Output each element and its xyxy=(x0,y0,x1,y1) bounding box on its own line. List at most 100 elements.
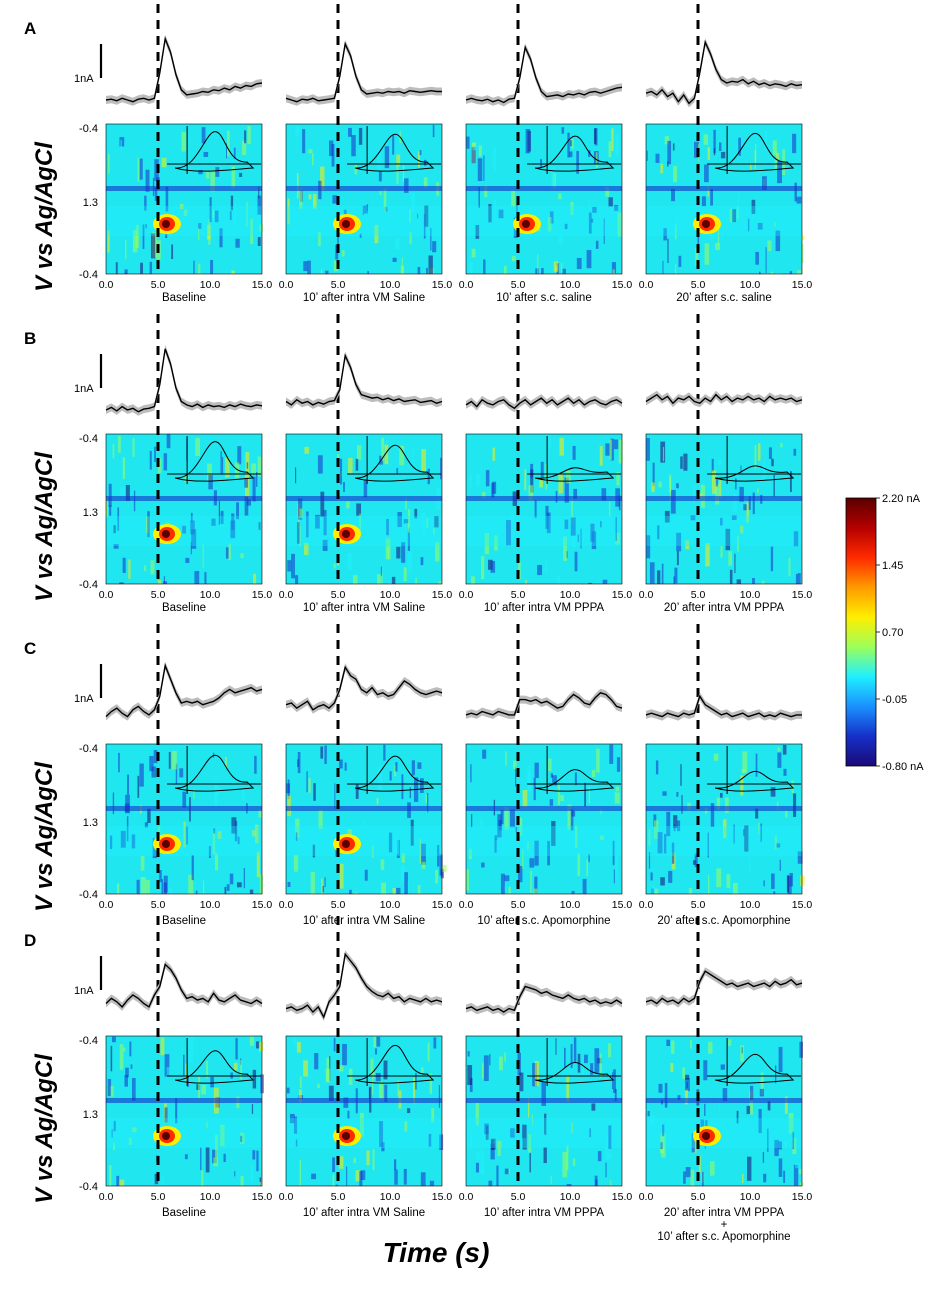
heatmap-cell xyxy=(661,563,664,584)
heatmap-cell xyxy=(160,1037,165,1056)
trace-sem-band xyxy=(106,960,262,1011)
heatmap-cell xyxy=(662,260,664,274)
voltage-tick-label: -0.4 xyxy=(79,743,98,755)
heatmap-cell xyxy=(433,528,435,535)
heatmap-cell xyxy=(312,194,317,209)
heatmap-cell xyxy=(608,501,611,517)
heatmap-cell xyxy=(674,224,677,240)
heatmap-cell xyxy=(367,271,369,274)
heatmap-cell xyxy=(108,483,112,507)
heatmap-cell xyxy=(701,196,706,207)
heatmap-cell xyxy=(767,1101,771,1111)
heatmap-cell xyxy=(229,873,234,885)
time-tick-label: 5.0 xyxy=(511,1191,526,1203)
heatmap-cell xyxy=(748,496,751,510)
heatmap-cell xyxy=(376,797,379,805)
heatmap-cell xyxy=(688,887,693,894)
heatmap-cell xyxy=(506,520,511,546)
heatmap-cell xyxy=(253,573,257,584)
heatmap-cell xyxy=(488,203,492,223)
heatmap-cell xyxy=(320,746,324,759)
heatmap-cell xyxy=(210,259,214,274)
heatmap-band xyxy=(466,1098,622,1103)
heatmap-cell xyxy=(429,1073,433,1094)
heatmap-cell xyxy=(591,1103,596,1111)
heatmap-cell xyxy=(299,1160,302,1186)
y-axis-title: V vs Ag/AgCl xyxy=(31,451,58,602)
heatmap-cell xyxy=(752,492,755,515)
heatmap-cell xyxy=(577,534,579,543)
time-tick-label: 15.0 xyxy=(432,589,453,601)
heatmap-cell xyxy=(590,523,595,542)
heatmap-cell xyxy=(694,141,699,158)
heatmap-cell xyxy=(311,1173,317,1180)
heatmap-cell xyxy=(508,886,511,894)
heatmap-cell xyxy=(657,525,660,540)
heatmap-cell xyxy=(565,470,571,484)
heatmap-cell xyxy=(226,143,228,159)
heatmap-cell xyxy=(767,240,772,252)
heatmap-cell xyxy=(200,1147,202,1171)
heatmap-cell xyxy=(664,136,670,145)
heatmap-cell xyxy=(190,512,193,522)
heatmap-cell xyxy=(127,774,129,795)
heatmap-cell xyxy=(732,209,737,223)
heatmap-cell xyxy=(124,272,127,274)
heatmap-cell xyxy=(237,836,240,845)
heatmap-cell xyxy=(195,890,198,894)
heatmap-cell xyxy=(299,525,301,546)
heatmap-cell xyxy=(740,525,744,534)
heatmap-cell xyxy=(310,871,315,894)
heatmap-hotspot xyxy=(162,220,170,228)
heatmap-cell xyxy=(733,882,738,894)
inset-voltammogram xyxy=(534,1061,615,1084)
heatmap-cell xyxy=(573,488,578,499)
heatmap-background xyxy=(646,434,802,584)
heatmap-cell xyxy=(203,880,205,894)
heatmap-cell xyxy=(737,192,739,216)
heatmap-cell xyxy=(154,446,156,462)
heatmap-cell xyxy=(660,163,664,174)
heatmap-cell xyxy=(563,536,567,561)
time-tick-label: 15.0 xyxy=(432,279,453,291)
heatmap-cell xyxy=(777,752,782,768)
heatmap-cell xyxy=(221,457,224,475)
heatmap-cell xyxy=(145,879,150,894)
heatmap-cell xyxy=(394,1159,397,1171)
heatmap-cell xyxy=(572,445,576,460)
heatmap-cell xyxy=(557,575,561,584)
heatmap-cell xyxy=(308,777,311,793)
heatmap-frame xyxy=(645,123,803,275)
heatmap-cell xyxy=(760,1072,764,1096)
heatmap-cell xyxy=(381,572,383,584)
heatmap-cell xyxy=(648,829,651,846)
heatmap-cell xyxy=(255,1041,260,1049)
heatmap-frame xyxy=(645,433,803,585)
time-tick-label: 5.0 xyxy=(331,589,346,601)
heatmap-cell xyxy=(210,1076,214,1088)
heatmap-cell xyxy=(519,817,523,836)
heatmap-band xyxy=(106,516,262,546)
heatmap-cell xyxy=(658,481,662,488)
heatmap-cell xyxy=(570,140,573,147)
heatmap-cell xyxy=(332,1157,336,1173)
heatmap-cell xyxy=(524,469,527,491)
heatmap-cell xyxy=(332,1174,335,1186)
heatmap-cell xyxy=(397,1079,399,1096)
heatmap-cell xyxy=(522,1125,527,1150)
heatmap-cell xyxy=(137,157,139,182)
heatmap-cell xyxy=(735,478,737,490)
heatmap-cell xyxy=(566,551,568,559)
heatmap-cell xyxy=(297,759,300,767)
colorbar-tick-label: 1.45 xyxy=(882,560,903,572)
heatmap-cell xyxy=(801,235,805,240)
heatmap-cell xyxy=(558,193,562,200)
time-tick-label: 5.0 xyxy=(691,899,706,911)
heatmap-cell xyxy=(794,182,797,202)
heatmap-cell xyxy=(754,150,756,170)
heatmap-cell xyxy=(295,832,298,841)
heatmap-hotspot xyxy=(162,530,170,538)
time-tick-label: 15.0 xyxy=(792,1191,813,1203)
y-axis-title: V vs Ag/AgCl xyxy=(31,1053,58,1204)
condition-caption: 20’ after s.c. Apomorphine xyxy=(657,915,790,927)
